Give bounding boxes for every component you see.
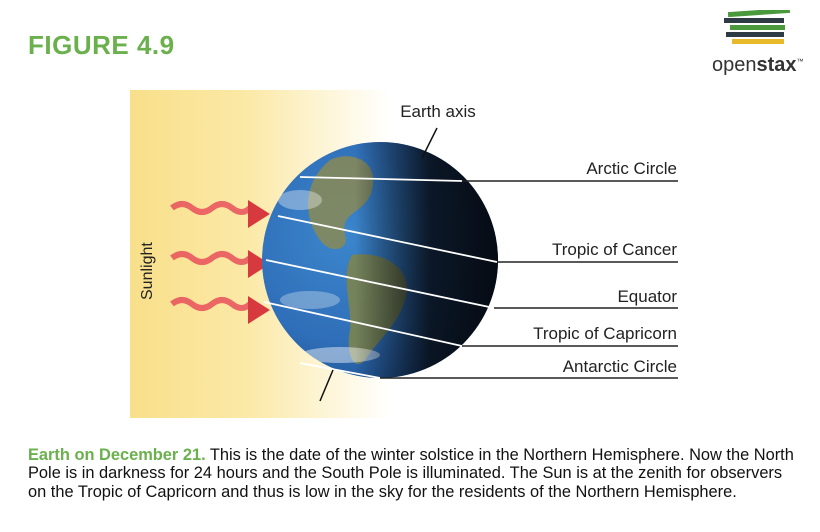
sun-ray-arrows [170, 200, 270, 324]
latitude-lines [263, 176, 498, 379]
earth-axis [319, 127, 438, 402]
tropic-of-cancer-label: Tropic of Cancer [552, 240, 677, 259]
arctic-circle-label: Arctic Circle [586, 159, 677, 178]
figure-caption: Earth on December 21. This is the date o… [28, 446, 798, 501]
tropic-of-capricorn-label: Tropic of Capricorn [533, 324, 677, 343]
leader-lines [380, 180, 678, 379]
night-side [355, 142, 498, 378]
sun-ray-arrow [170, 200, 270, 228]
caption-lead: Earth on December 21. [28, 446, 206, 464]
openstax-logo: openstax™ [700, 7, 818, 80]
sun-ray-arrow [170, 296, 270, 324]
earth-axis-label: Earth axis [400, 102, 476, 121]
caption-body: This is the date of the winter solstice … [28, 446, 794, 501]
solstice-diagram: Sunlight [130, 90, 678, 418]
sunlight-label: Sunlight [139, 242, 156, 300]
logo-wordmark: openstax™ [712, 54, 804, 76]
sun-ray-arrow [170, 250, 270, 278]
figure-title: FIGURE 4.9 [28, 30, 175, 60]
equator-label: Equator [617, 287, 677, 306]
antarctic-circle-label: Antarctic Circle [563, 357, 677, 376]
stacked-books-icon [724, 7, 791, 44]
